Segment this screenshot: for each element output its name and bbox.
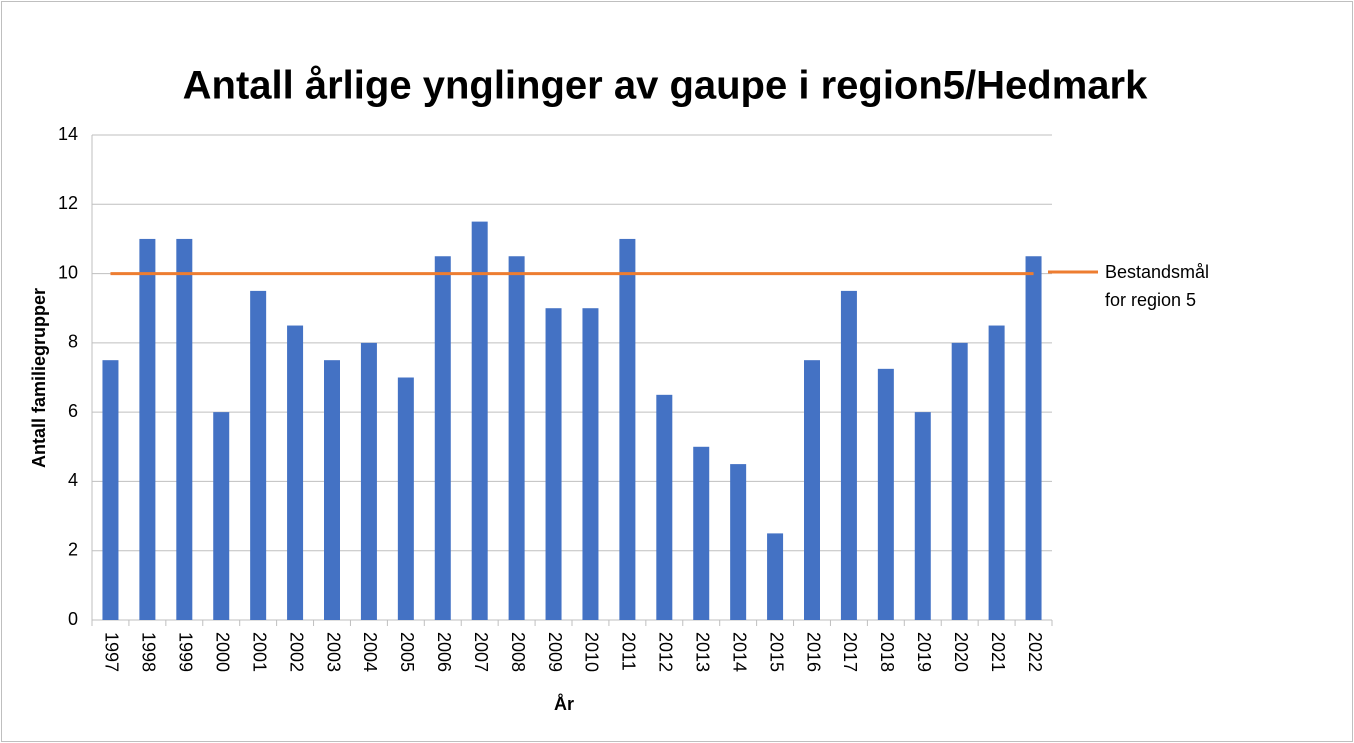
bar [951, 342, 968, 620]
bar [545, 308, 562, 620]
x-tick-label: 2008 [508, 632, 528, 672]
bar [804, 360, 820, 620]
bar [767, 533, 784, 620]
x-tick-label: 2017 [840, 632, 860, 672]
x-tick-label: 2002 [286, 632, 306, 672]
bar [324, 360, 340, 620]
y-tick-label: 14 [58, 124, 78, 144]
bar [988, 325, 1005, 620]
x-tick-label: 2019 [914, 632, 934, 672]
y-tick-label: 12 [58, 193, 78, 213]
bar [914, 412, 931, 620]
legend-label: Bestandsmål for region 5 [1105, 262, 1210, 310]
x-tick-label: 2009 [545, 632, 565, 672]
x-tick-label: 2020 [951, 632, 971, 672]
x-tick-label: 2003 [323, 632, 343, 672]
x-tick-label: 2016 [803, 632, 823, 672]
bar [656, 394, 673, 620]
x-tick-label: 2022 [1025, 632, 1045, 672]
x-tick-label: 2014 [729, 632, 749, 672]
y-tick-label: 6 [68, 401, 78, 421]
bar [582, 308, 599, 620]
bar [102, 360, 119, 620]
bar [213, 412, 230, 620]
x-tick-label: 2015 [766, 632, 786, 672]
bar [250, 290, 267, 620]
y-tick-label: 4 [68, 470, 78, 490]
chart-title: Antall årlige ynglinger av gaupe i regio… [183, 64, 1148, 108]
x-tick-label: 1998 [139, 632, 159, 672]
x-tick-label: 2018 [877, 632, 897, 672]
bar [508, 256, 525, 620]
x-tick-label: 2004 [360, 632, 380, 672]
x-tick-label: 2010 [582, 632, 602, 672]
bar [434, 256, 451, 620]
y-tick-label: 10 [58, 262, 78, 282]
x-axis-title: År [554, 694, 574, 714]
bar [471, 221, 488, 620]
bar [287, 325, 304, 620]
bar [1025, 256, 1042, 620]
bar [176, 238, 193, 620]
x-tick-label: 2001 [249, 632, 269, 672]
x-tick-label: 2013 [692, 632, 712, 672]
x-tick-label: 2007 [471, 632, 491, 672]
y-axis-title: Antall familiegrupper [29, 288, 49, 468]
bar [840, 290, 857, 620]
x-tick-label: 2011 [619, 632, 639, 671]
x-tick-label: 2021 [988, 632, 1008, 672]
x-tick-label: 1997 [102, 632, 122, 672]
bar [139, 238, 156, 620]
bar [877, 368, 894, 620]
bar [619, 238, 636, 620]
y-tick-label: 2 [68, 539, 78, 559]
bar [730, 464, 747, 620]
x-tick-label: 2006 [434, 632, 454, 672]
bar [693, 446, 710, 620]
x-tick-label: 2012 [656, 632, 676, 672]
y-tick-label: 0 [68, 609, 78, 629]
x-tick-label: 2000 [212, 632, 232, 672]
x-tick-label: 1999 [176, 632, 196, 672]
x-tick-label: 2005 [397, 632, 417, 672]
y-tick-label: 8 [68, 332, 78, 352]
bar [360, 342, 377, 620]
bar [397, 377, 414, 620]
